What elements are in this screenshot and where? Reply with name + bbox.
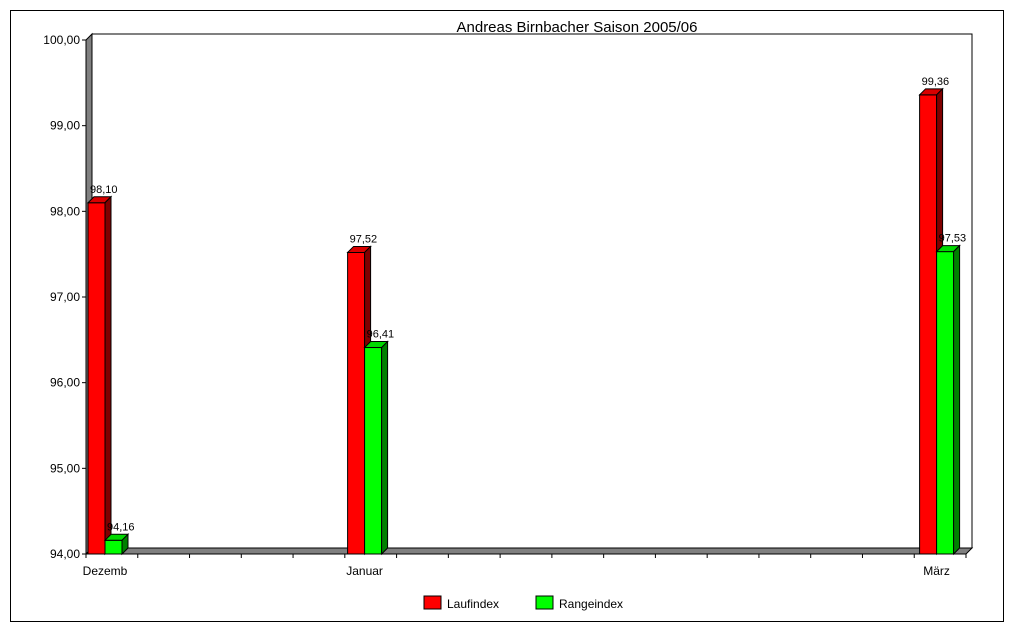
y-tick-label: 96,00 bbox=[50, 376, 80, 390]
legend-label-rangeindex: Rangeindex bbox=[559, 597, 623, 611]
y-tick-label: 100,00 bbox=[43, 33, 80, 47]
plot-area: 94,00 95,00 96,00 97,00 98,00 99,00 100,00 Deze… bbox=[43, 32, 974, 578]
legend-swatch-rangeindex bbox=[535, 595, 554, 610]
bar-rangeindex bbox=[104, 539, 123, 555]
y-tick-label: 97,00 bbox=[50, 290, 80, 304]
bar-side-laufindex bbox=[104, 195, 112, 556]
data-label: 99,36 bbox=[922, 76, 950, 88]
back-wall bbox=[91, 33, 973, 549]
legend-swatch-laufindex bbox=[423, 595, 442, 610]
bar-side-rangeindex bbox=[121, 533, 129, 556]
bar-side-rangeindex bbox=[953, 244, 961, 556]
bar-rangeindex bbox=[364, 347, 383, 555]
legend: Laufindex Rangeindex bbox=[423, 595, 623, 611]
data-label: 98,10 bbox=[90, 184, 118, 196]
y-tick-label: 98,00 bbox=[50, 204, 80, 218]
x-tick-label: Dezemb bbox=[83, 564, 128, 578]
floor bbox=[84, 547, 974, 555]
legend-label-laufindex: Laufindex bbox=[447, 597, 499, 611]
data-label: 97,53 bbox=[939, 233, 967, 245]
bar-laufindex bbox=[347, 251, 366, 555]
y-tick-label: 95,00 bbox=[50, 461, 80, 475]
y-tick-label: 94,00 bbox=[50, 547, 80, 561]
data-label: 96,41 bbox=[367, 329, 395, 341]
bar-rangeindex bbox=[936, 251, 955, 555]
bar-laufindex bbox=[919, 94, 938, 555]
bar-side-rangeindex bbox=[381, 340, 389, 556]
data-label: 97,52 bbox=[350, 233, 378, 245]
x-tick-label: Januar bbox=[346, 564, 383, 578]
bar-laufindex bbox=[87, 202, 106, 555]
data-label: 94,16 bbox=[107, 521, 135, 533]
y-tick-label: 99,00 bbox=[50, 119, 80, 133]
chart-title: Andreas Birnbacher Saison 2005/06 bbox=[457, 19, 698, 36]
x-tick-label: März bbox=[923, 564, 950, 578]
